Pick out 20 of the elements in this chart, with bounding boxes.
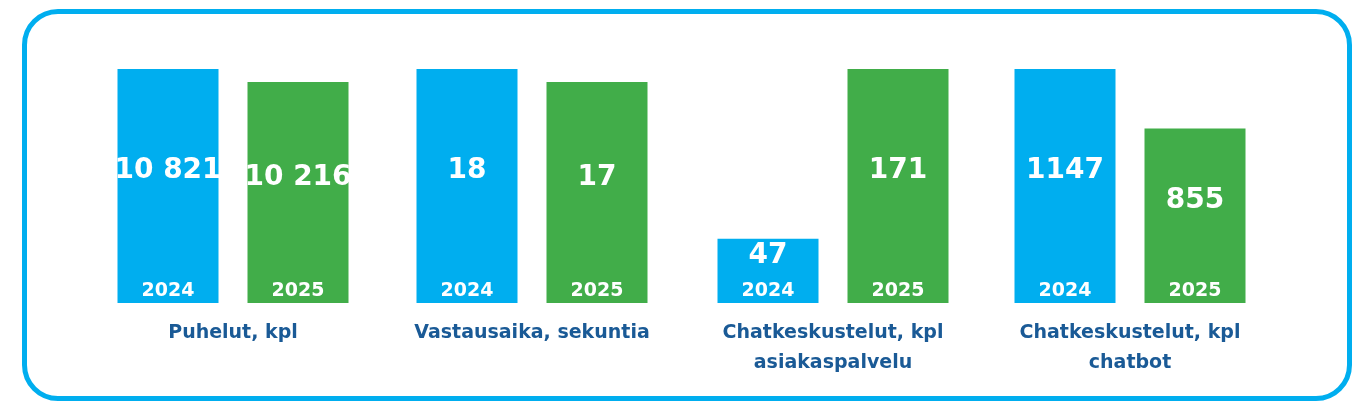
x-tick-label: 2024 xyxy=(141,278,195,300)
x-axis-title: Vastausaika, sekuntia xyxy=(414,319,650,342)
x-tick-label: 2025 xyxy=(871,278,925,300)
x-axis-title: Chatkeskustelut, kpl chatbot xyxy=(1019,319,1241,372)
x-axis-title: Chatkeskustelut, kpl asiakaspalvelu xyxy=(722,319,944,372)
data-label: 17 xyxy=(577,158,617,192)
x-tick-label: 2024 xyxy=(1038,278,1092,300)
data-label: 10 216 xyxy=(244,158,352,192)
data-label: 47 xyxy=(748,237,788,271)
data-label: 10 821 xyxy=(114,152,222,186)
data-label: 1147 xyxy=(1026,152,1104,186)
x-tick-label: 2025 xyxy=(1168,278,1222,300)
x-tick-label: 2025 xyxy=(271,278,325,300)
x-tick-label: 2025 xyxy=(570,278,624,300)
data-label: 18 xyxy=(447,152,487,186)
data-label: 855 xyxy=(1165,182,1225,216)
x-axis-title: Puhelut, kpl xyxy=(168,319,298,342)
x-tick-label: 2024 xyxy=(440,278,494,300)
data-label: 171 xyxy=(868,152,928,186)
x-tick-label: 2024 xyxy=(741,278,795,300)
